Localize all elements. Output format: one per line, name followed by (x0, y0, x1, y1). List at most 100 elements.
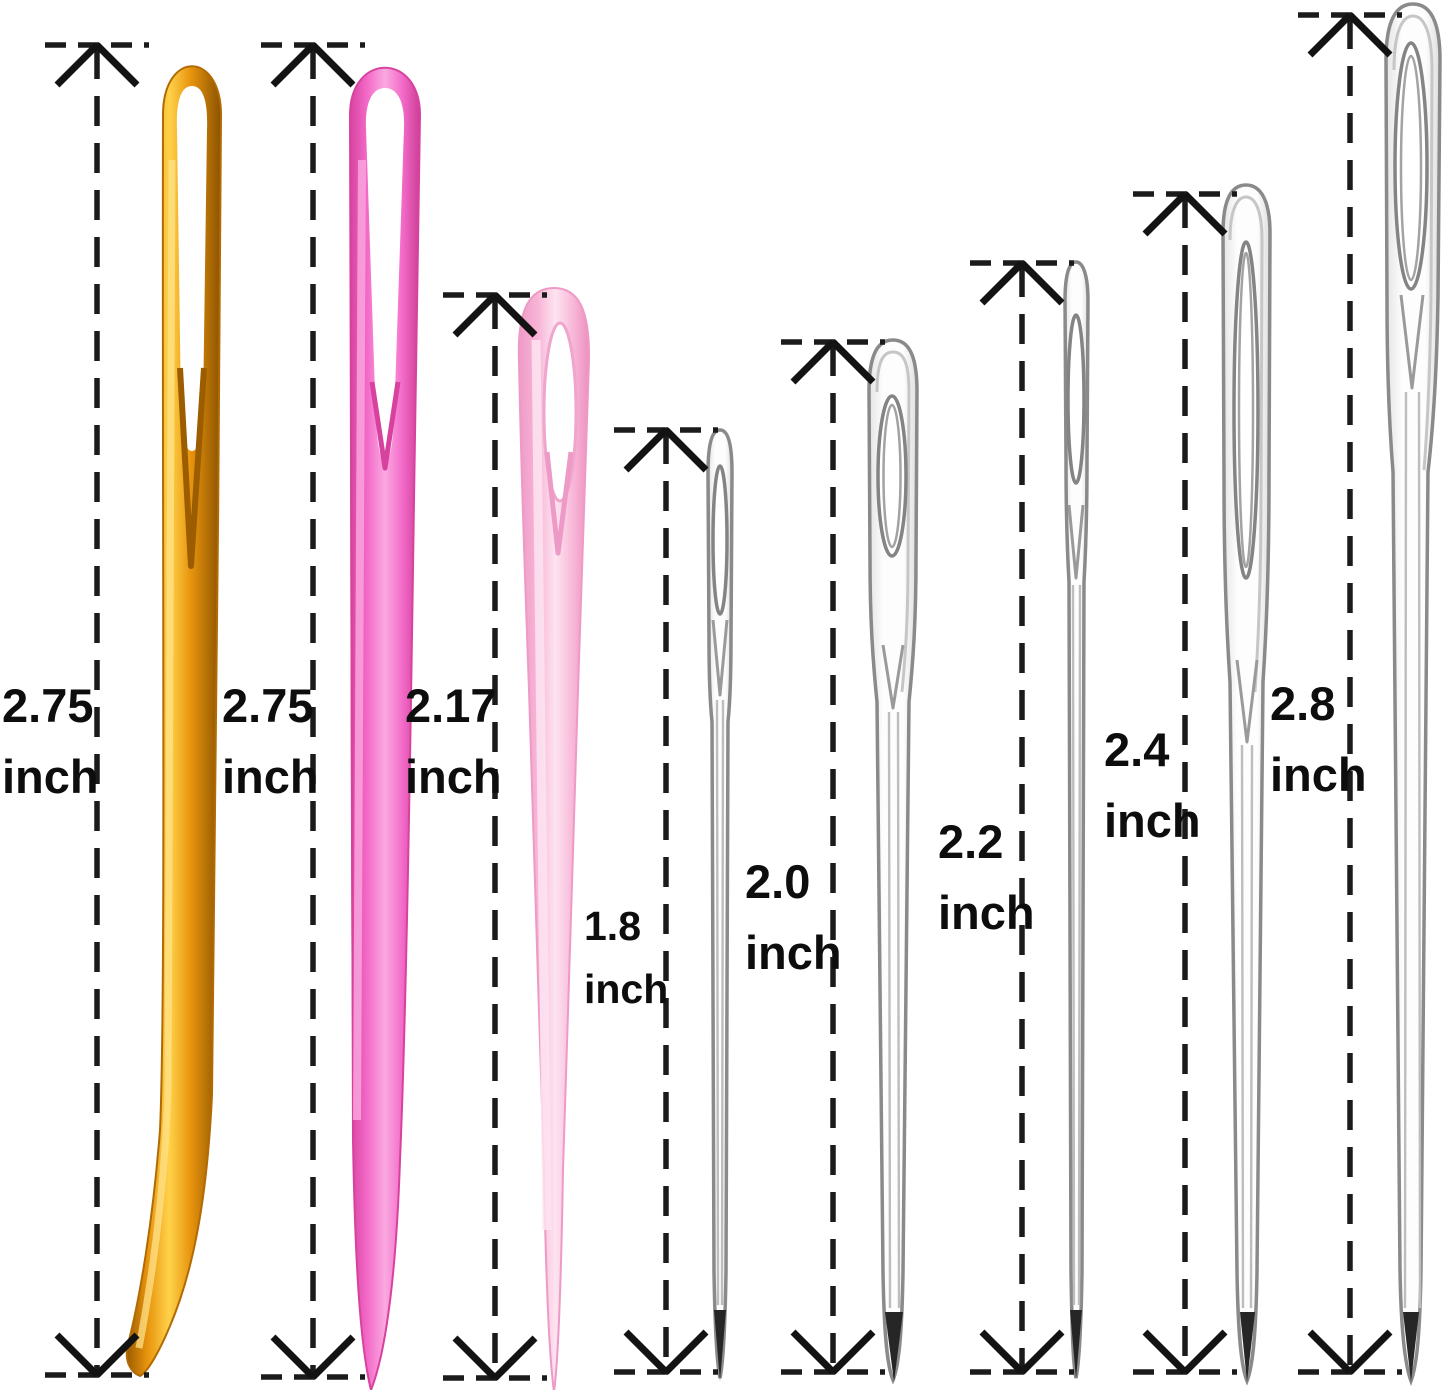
needle-steel-5 (1384, 2, 1442, 1386)
dim-line-1-top-arrow (94, 42, 140, 88)
dim-line-5-top-arrow (790, 339, 836, 385)
steel-needle-2-shaft-line (887, 711, 892, 1309)
dim-line-7-top-arrow (1142, 191, 1188, 237)
size-label-6-value: 2.2 (938, 815, 1004, 868)
steel-needle-4-rim (1228, 195, 1264, 693)
size-label-8-unit: inch (1270, 748, 1367, 801)
dim-line-8-bottom-arrow (1347, 1329, 1393, 1375)
gold-needle-highlight (135, 159, 176, 1349)
size-label-5: 2.0 inch (745, 846, 842, 988)
dim-line-8-top-arrow (1347, 12, 1393, 58)
gold-needle-eye-groove (177, 367, 207, 569)
dim-line-3-top-arrow (452, 292, 498, 338)
pink-needle-eye-groove (369, 381, 401, 471)
dim-line-7-bottom-arrow (1182, 1329, 1228, 1375)
steel-needle-4-shaft-line (1249, 744, 1254, 1309)
pink-needle-highlight (353, 159, 366, 1121)
size-label-4-unit: inch (584, 966, 669, 1012)
dim-line-1-bottom-arrow (54, 1332, 100, 1378)
steel-needle-5-tip (1403, 1312, 1419, 1382)
dim-line-5 (781, 339, 885, 1375)
dim-line-2-top-arrow (310, 42, 356, 88)
needle-hot-pink-plastic (348, 66, 422, 1390)
dim-line-4-bottom-arrow (623, 1329, 669, 1375)
dim-line-4 (614, 427, 718, 1375)
size-label-7: 2.4 inch (1104, 714, 1201, 856)
dim-line-6-top-arrow (979, 260, 1025, 306)
steel-needle-2-body (867, 338, 919, 1385)
light-pink-needle-eye-groove (544, 451, 574, 556)
steel-needle-5-shaft-line (1417, 391, 1422, 1309)
steel-needle-1-tip (714, 1310, 726, 1381)
dim-line-8-bottom-arrow (1307, 1329, 1353, 1375)
size-label-5-value: 2.0 (745, 855, 811, 908)
steel-needle-2-shaft-line (896, 711, 901, 1309)
dim-line-1-top-arrow (54, 42, 100, 88)
size-label-1-unit: inch (2, 750, 99, 803)
dim-line-3-bottom-arrow (452, 1335, 498, 1381)
steel-needle-3-groove (1067, 504, 1085, 580)
dim-line-5-bottom-arrow (790, 1329, 836, 1375)
steel-needle-4-shaft-line (1240, 744, 1245, 1309)
dim-line-7-top-arrow (1182, 191, 1228, 237)
light-pink-needle-highlight (531, 339, 552, 1231)
size-label-2-unit: inch (222, 750, 319, 803)
steel-needle-1-eye (711, 464, 729, 616)
dim-line-3-bottom-arrow (492, 1335, 538, 1381)
dim-line-4-top-arrow (623, 427, 669, 473)
size-label-4-value: 1.8 (584, 903, 641, 949)
size-label-8-value: 2.8 (1270, 677, 1336, 730)
steel-needle-2-eye-inner (882, 403, 902, 549)
steel-needle-3-eye (1066, 313, 1086, 485)
dim-line-2 (261, 42, 365, 1380)
needle-light-pink-plastic (517, 286, 591, 1390)
size-label-1-value: 2.75 (2, 679, 94, 732)
pink-needle-body (348, 66, 422, 1390)
size-label-2-value: 2.75 (222, 679, 314, 732)
gold-needle-eye (176, 86, 208, 451)
needle-gold-bent-tip (125, 65, 223, 1378)
dim-line-2-bottom-arrow (310, 1334, 356, 1380)
size-label-7-value: 2.4 (1104, 723, 1170, 776)
dim-line-8-top-arrow (1307, 12, 1353, 58)
pink-needle-eye (365, 88, 405, 462)
size-label-6-unit: inch (938, 886, 1035, 939)
needle-steel-4 (1221, 183, 1272, 1386)
dim-line-6-top-arrow (1019, 260, 1065, 306)
dim-line-2-top-arrow (270, 42, 316, 88)
steel-needle-5-shaft-line (1403, 391, 1408, 1309)
dim-line-4-bottom-arrow (663, 1329, 709, 1375)
size-label-7-unit: inch (1104, 794, 1201, 847)
size-label-1: 2.75 inch (2, 670, 99, 812)
steel-needle-1-shaft-line (720, 699, 725, 1306)
dim-line-1-bottom-arrow (94, 1332, 140, 1378)
steel-needle-2-tip (885, 1312, 903, 1382)
steel-needle-3-shaft-line (1071, 584, 1076, 1306)
steel-needle-4-groove (1235, 659, 1259, 744)
dim-line-1 (45, 42, 149, 1378)
size-label-3: 2.17 inch (405, 670, 502, 812)
steel-needle-5-eye-inner (1399, 54, 1423, 282)
steel-needle-4-eye-inner (1237, 251, 1255, 569)
dim-line-6-bottom-arrow (1019, 1329, 1065, 1375)
steel-needle-3-tip (1070, 1310, 1082, 1379)
dim-line-6 (970, 260, 1074, 1375)
dim-line-7-bottom-arrow (1142, 1329, 1188, 1375)
steel-needle-4-tip (1240, 1312, 1255, 1382)
dim-line-5-bottom-arrow (830, 1329, 876, 1375)
size-label-3-unit: inch (405, 750, 502, 803)
dim-line-3-top-arrow (492, 292, 538, 338)
dim-line-4-top-arrow (663, 427, 709, 473)
steel-needle-2-rim (875, 350, 911, 693)
steel-needle-1-shaft-line (715, 699, 720, 1306)
steel-needle-5-groove (1399, 294, 1425, 390)
size-label-5-unit: inch (745, 926, 842, 979)
dim-line-6-bottom-arrow (979, 1329, 1025, 1375)
size-label-4: 1.8 inch (584, 895, 668, 1021)
steel-needle-3-shaft-line (1077, 584, 1082, 1306)
dim-line-2-bottom-arrow (270, 1334, 316, 1380)
steel-needle-2-groove (881, 644, 905, 710)
dim-line-3 (443, 292, 547, 1381)
